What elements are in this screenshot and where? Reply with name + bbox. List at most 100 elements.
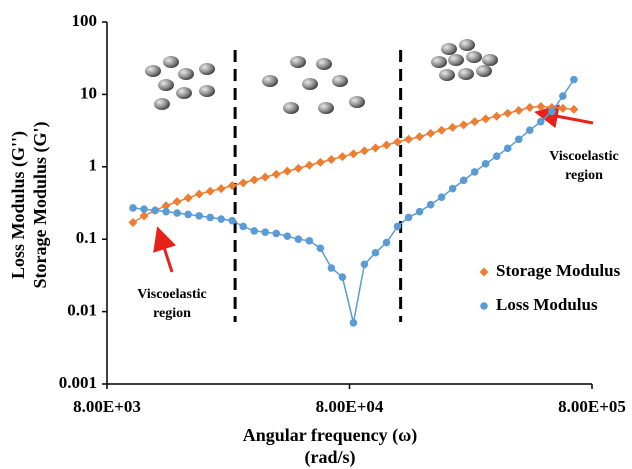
point	[271, 169, 281, 179]
point	[348, 149, 358, 159]
point	[492, 111, 502, 121]
point	[415, 132, 425, 142]
point	[206, 213, 214, 222]
point	[537, 117, 545, 126]
point	[129, 204, 137, 212]
y-axis-label: Loss Modulus (G'')	[8, 131, 29, 279]
point	[161, 201, 171, 211]
point	[337, 152, 347, 162]
point	[172, 197, 182, 207]
x-tick-label: 8.00E+05	[558, 397, 626, 416]
point	[426, 128, 436, 138]
point	[559, 92, 567, 100]
point	[238, 178, 248, 188]
point	[216, 184, 226, 194]
legend-label: Storage Modulus	[496, 261, 621, 280]
point	[404, 213, 413, 222]
point	[371, 248, 380, 257]
point	[139, 211, 149, 221]
point	[359, 146, 369, 156]
point	[470, 168, 479, 176]
point	[239, 222, 248, 231]
point	[293, 163, 303, 173]
annotation: region	[153, 306, 191, 321]
point	[393, 137, 403, 147]
y-tick-label: 1	[89, 156, 98, 175]
point	[227, 181, 237, 191]
point	[326, 155, 336, 165]
legend-label: Loss Modulus	[496, 295, 598, 314]
point	[162, 207, 170, 216]
point	[514, 105, 524, 115]
point	[558, 103, 568, 113]
x-tick-label: 8.00E+03	[73, 397, 141, 416]
point	[217, 215, 225, 223]
point	[195, 212, 203, 220]
y-axis-label: Storage Modulus (G')	[30, 121, 51, 288]
y-tick-label: 100	[72, 11, 98, 30]
y-tick-label: 0.1	[76, 228, 97, 247]
point	[249, 175, 259, 185]
point	[228, 216, 237, 225]
point	[448, 122, 458, 132]
point	[437, 125, 447, 135]
x-tick-label: 8.00E+04	[316, 397, 384, 416]
point	[426, 200, 435, 209]
point	[481, 114, 491, 124]
point	[503, 144, 512, 153]
point	[525, 102, 535, 112]
point	[205, 186, 215, 196]
point	[415, 207, 424, 216]
point	[316, 244, 325, 253]
point	[194, 189, 204, 199]
point	[282, 166, 292, 176]
point	[140, 205, 148, 213]
point	[514, 135, 523, 144]
point	[151, 206, 159, 215]
point	[272, 229, 281, 238]
point	[304, 160, 314, 170]
point	[404, 134, 414, 144]
point	[260, 172, 270, 182]
particles	[145, 39, 498, 114]
annotation: region	[565, 168, 603, 183]
point	[503, 108, 513, 118]
point	[382, 140, 392, 150]
point	[338, 273, 347, 281]
arrow	[153, 226, 176, 273]
y-tick-label: 0.01	[67, 301, 97, 320]
point	[536, 102, 546, 112]
point	[470, 117, 480, 127]
point	[569, 104, 579, 114]
point	[459, 176, 468, 185]
point	[570, 75, 578, 84]
y-tick-label: 10	[80, 83, 97, 102]
point	[525, 126, 534, 135]
point	[548, 107, 556, 116]
point	[294, 235, 303, 243]
legend-marker	[479, 267, 489, 277]
point	[492, 152, 501, 161]
point	[315, 157, 325, 167]
point	[128, 218, 138, 228]
point	[437, 193, 446, 202]
y-tick-label: 0.001	[59, 373, 97, 392]
x-axis-label: Angular frequency (ω)	[243, 425, 418, 446]
point	[327, 264, 336, 272]
point	[370, 143, 380, 153]
point	[349, 319, 358, 327]
point	[459, 120, 469, 130]
point	[382, 238, 391, 247]
point	[173, 209, 181, 217]
x-axis-label: (rad/s)	[305, 447, 356, 468]
annotation: Viscoelastic	[137, 287, 206, 302]
annotation: Viscoelastic	[549, 149, 618, 164]
point	[183, 193, 193, 203]
series-line	[132, 105, 574, 224]
point	[360, 260, 369, 269]
legend-marker	[480, 302, 488, 310]
point	[283, 232, 292, 241]
point	[261, 228, 270, 236]
point	[250, 227, 259, 235]
